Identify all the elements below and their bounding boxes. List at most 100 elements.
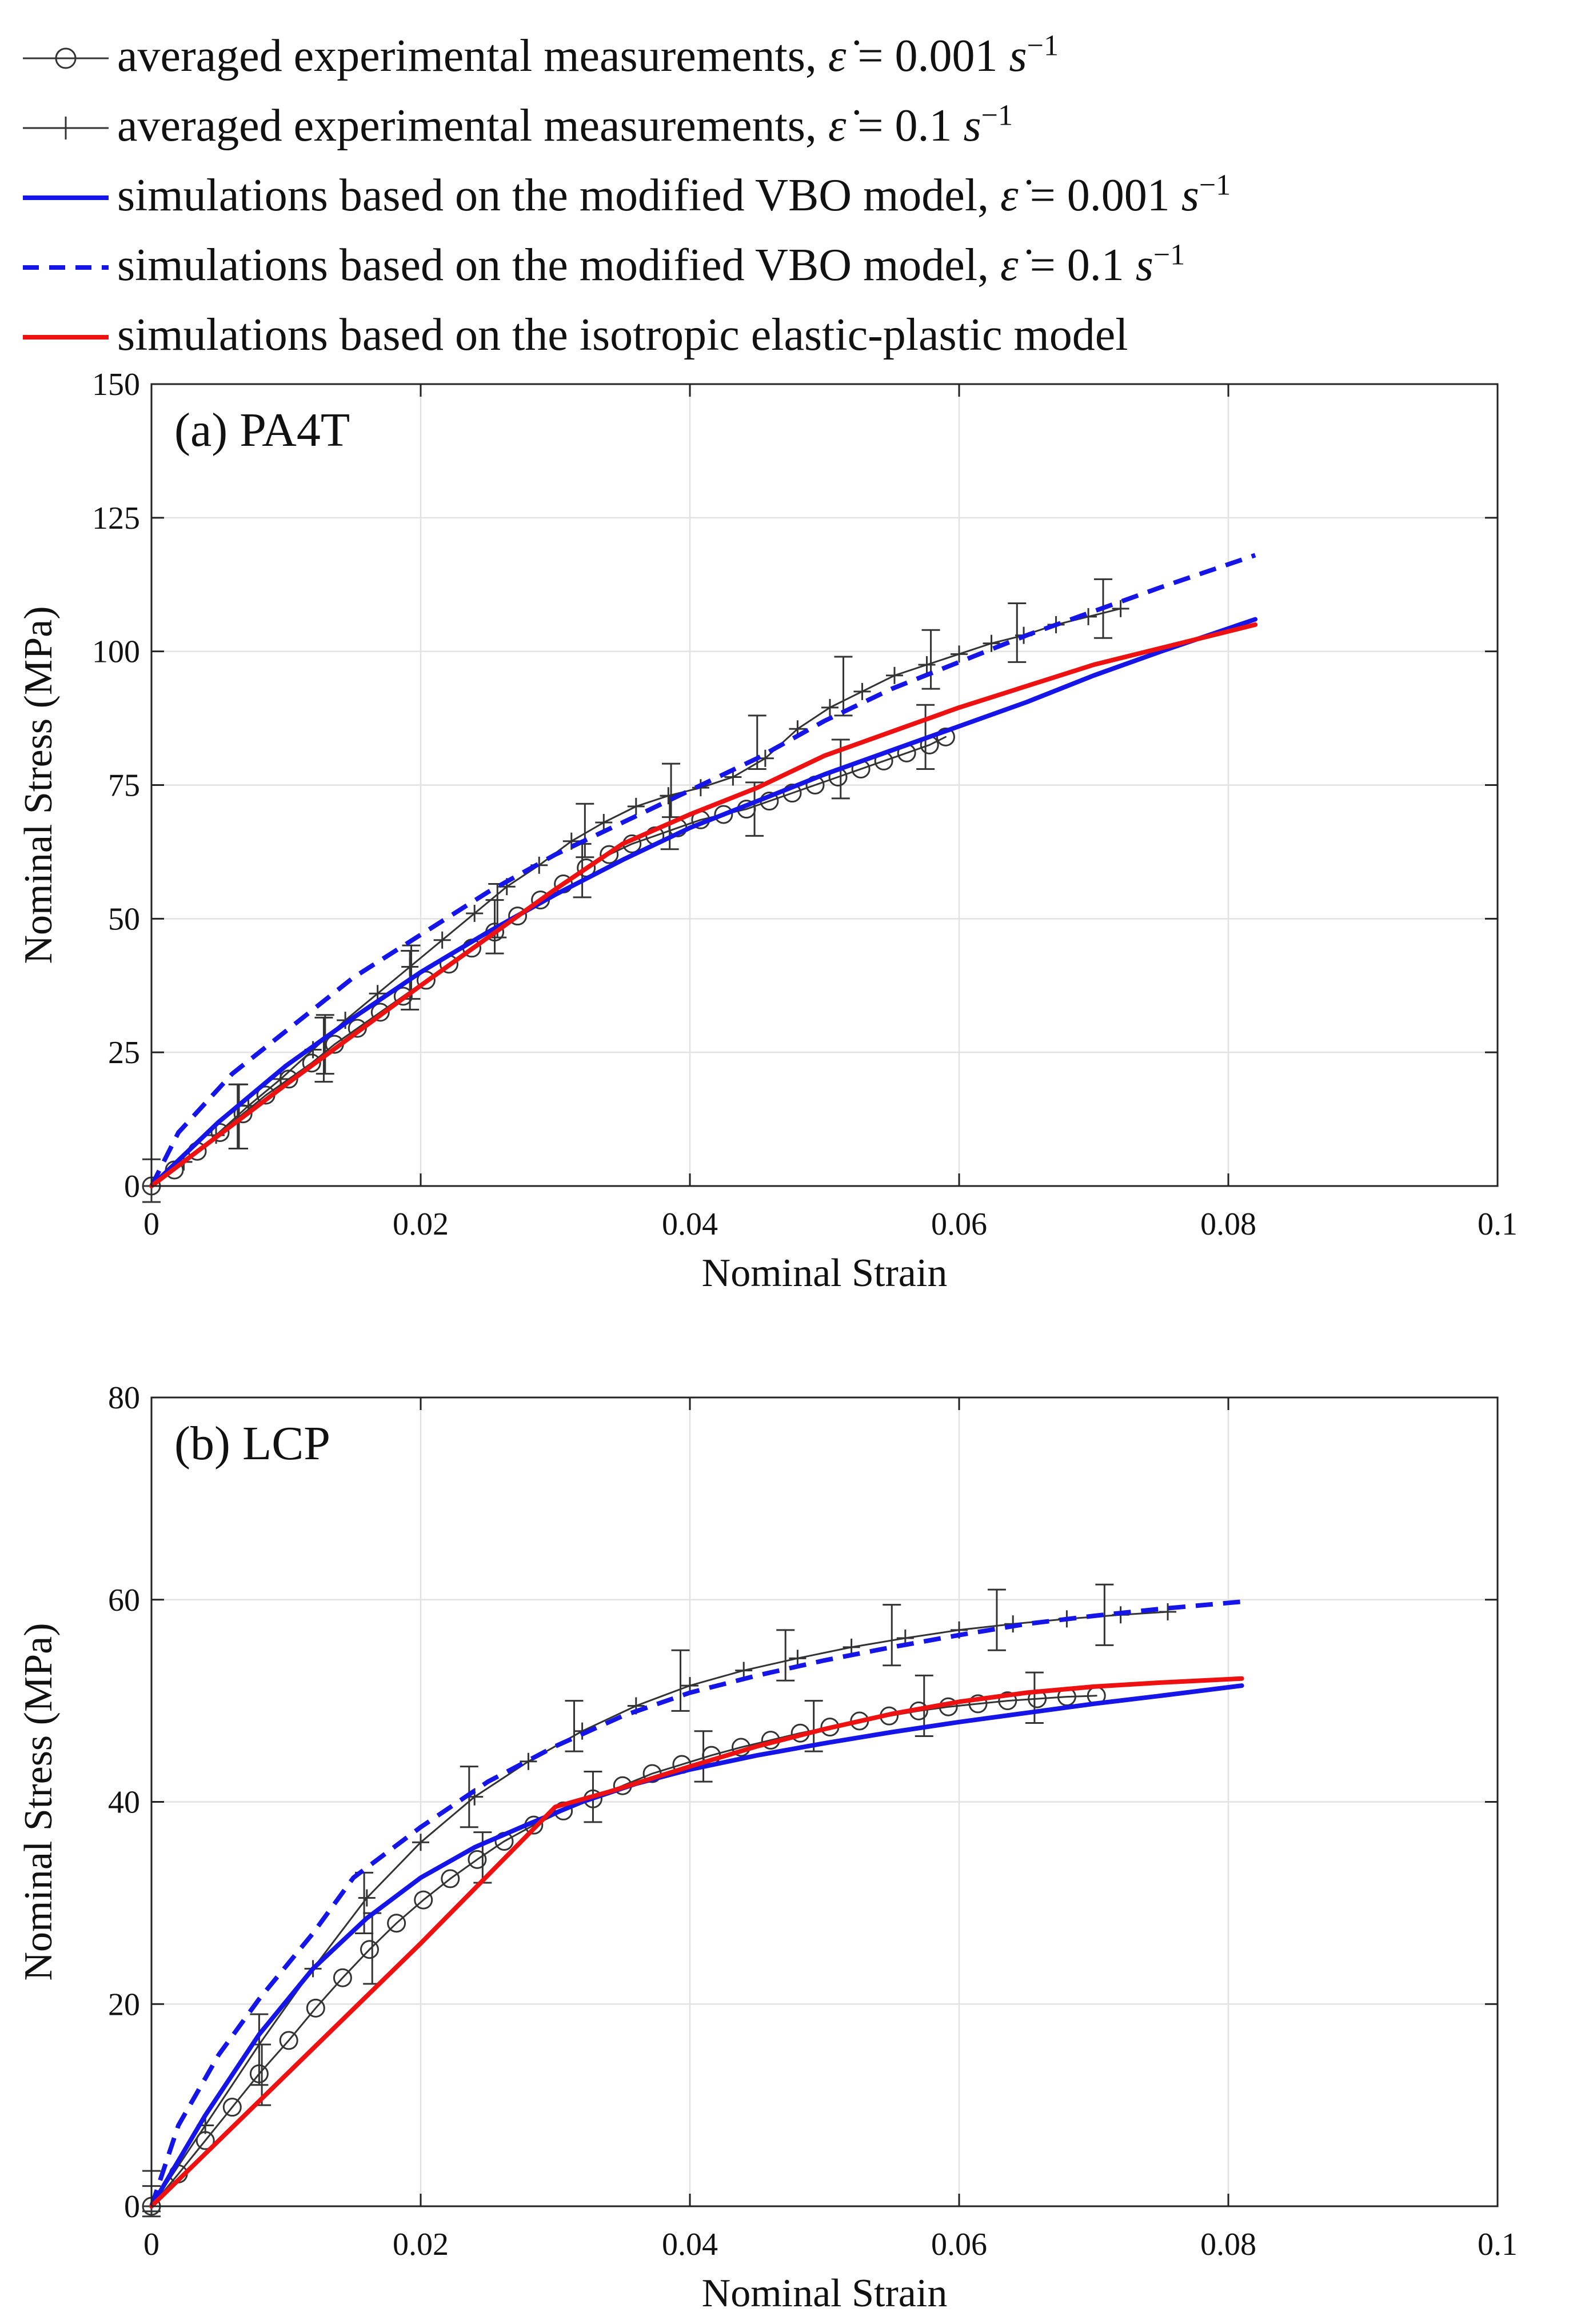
legend-entry-exp_fast: averaged experimental measurements, ε̇ =… (17, 93, 1560, 162)
error-bar (662, 762, 681, 818)
legend: averaged experimental measurements, ε̇ =… (17, 23, 1560, 372)
data-point (562, 832, 580, 850)
data-point (520, 1752, 537, 1770)
error-bar (565, 1700, 584, 1752)
error-bar (250, 2013, 269, 2086)
error-bar (671, 1649, 690, 1712)
error-bar (834, 656, 853, 717)
x-axis-label: Nominal Strain (702, 1251, 948, 1295)
strain-rate-symbol: ε̇ (1000, 240, 1019, 290)
legend-rate-unit: s (1009, 31, 1027, 81)
series-iso (149, 1676, 1244, 2209)
error-bar (987, 1588, 1006, 1651)
series-vbo_slow (149, 617, 1258, 1188)
data-point (998, 1691, 1017, 1711)
legend-label-exp_fast: averaged experimental measurements, ε̇ =… (117, 97, 1013, 154)
x-tick-label: 0.04 (662, 2227, 718, 2262)
data-point (853, 682, 871, 700)
legend-entry-iso: simulations based on the isotropic elast… (17, 302, 1560, 372)
x-tick-label: 0.06 (931, 2227, 987, 2262)
plot-frame (150, 383, 1499, 1187)
x-tick-label: 0.08 (1200, 2227, 1256, 2262)
data-point (210, 1123, 230, 1142)
data-point (735, 1662, 753, 1679)
legend-entry-exp_slow: averaged experimental measurements, ε̇ =… (17, 23, 1560, 93)
data-point (412, 1834, 429, 1851)
legend-rate-unit: s (1181, 170, 1199, 221)
data-point (918, 656, 936, 674)
legend-rate-unit: s (1135, 240, 1153, 290)
x-tick-label: 0 (143, 2227, 159, 2262)
y-tick-label: 0 (124, 2189, 140, 2225)
x-tick-label: 0.08 (1200, 1207, 1256, 1242)
legend-label-vbo_fast: simulations based on the modified VBO mo… (117, 237, 1185, 294)
data-point (821, 698, 839, 716)
data-point (595, 813, 613, 831)
data-point (968, 1694, 988, 1714)
data-point (441, 1869, 460, 1888)
plot-frame (150, 1396, 1499, 2207)
data-point (387, 1914, 406, 1933)
y-tick-label: 125 (92, 501, 140, 536)
data-point (508, 907, 528, 926)
y-tick-label: 25 (108, 1035, 140, 1071)
data-point (600, 845, 619, 864)
error-bar (776, 1629, 795, 1682)
x-tick-label: 0.1 (1478, 1207, 1518, 1242)
error-bar (1008, 602, 1027, 663)
panel-label: (b) LCP (174, 1417, 330, 1470)
error-bar (883, 1604, 901, 1667)
legend-rate-exponent: −1 (1027, 29, 1059, 62)
legend-label-iso: simulations based on the isotropic elast… (117, 306, 1128, 364)
series-line (150, 1611, 1169, 2207)
data-point (306, 1998, 325, 2018)
legend-swatch-exp_slow (23, 47, 109, 69)
legend-rate-exponent: −1 (981, 99, 1013, 132)
data-point (401, 958, 419, 976)
strain-rate-symbol: ε̇ (828, 31, 847, 81)
chart-panel-a: 0 0.02 0.04 0.06 0.08 0.1 0 25 50 75 100 125 150 (a) … (17, 367, 1518, 1295)
series-line (149, 617, 1258, 1188)
data-point (333, 1968, 352, 1987)
y-tick-label: 60 (108, 1583, 140, 1618)
data-point (936, 727, 955, 746)
series-line (149, 553, 1256, 1187)
error-bar (694, 1730, 713, 1783)
data-point (466, 904, 484, 922)
y-tick-label: 20 (108, 1987, 140, 2022)
y-tick-label: 0 (124, 1169, 140, 1204)
error-bar (314, 1016, 333, 1083)
error-bar (576, 802, 594, 858)
error-bar (228, 1083, 247, 1150)
legend-label-text: simulations based on the modified VBO mo… (117, 240, 1001, 290)
x-axis-label: Nominal Strain (702, 2271, 948, 2315)
legend-swatch-iso (23, 335, 109, 340)
x-tick-label: 0.04 (662, 1207, 718, 1242)
y-tick-label: 40 (108, 1785, 140, 1820)
legend-label-text: simulations based on the modified VBO mo… (117, 170, 1001, 221)
error-bar (921, 629, 940, 690)
y-axis-label: Nominal Stress (MPa) (17, 606, 61, 964)
legend-rate-exponent: −1 (1199, 169, 1231, 202)
data-point (1159, 1603, 1177, 1620)
legend-swatch-exp_fast (23, 117, 109, 139)
chart-panel-b: 0 0.02 0.04 0.06 0.08 0.1 0 20 40 60 80 (b) LCP Nomi… (17, 1380, 1518, 2315)
series-iso (149, 622, 1258, 1188)
y-tick-label: 150 (92, 367, 140, 402)
series-vbo_fast (149, 1599, 1242, 2207)
data-point (983, 634, 1000, 652)
x-tick-label: 0.02 (393, 2227, 449, 2262)
x-tick-label: 0.02 (393, 1207, 449, 1242)
data-point (1112, 600, 1129, 617)
legend-rate-value: = 0.001 (846, 31, 1009, 81)
legend-swatch-vbo_slow (23, 195, 109, 200)
error-bar (745, 781, 764, 837)
data-point (789, 1650, 807, 1667)
data-point (360, 1940, 380, 1959)
panel-label: (a) PA4T (174, 404, 350, 457)
legend-label-text: averaged experimental measurements, (117, 101, 828, 151)
y-tick-label: 80 (108, 1380, 140, 1416)
data-point (302, 1053, 321, 1073)
data-point (272, 1070, 290, 1088)
